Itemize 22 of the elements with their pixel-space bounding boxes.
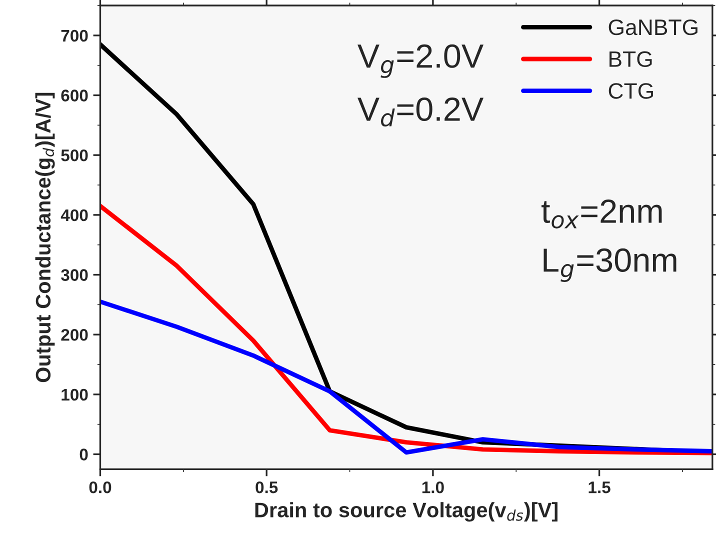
y-tick-label: 400	[60, 209, 88, 222]
y-tick-label: 700	[61, 30, 88, 42]
y-tick-label: 100	[62, 388, 88, 401]
legend-label: CTG	[608, 83, 653, 99]
y-tick-label: 500	[61, 149, 88, 162]
y-axis-title: Output Conductance(g$_{d}$)[A/V]	[35, 92, 55, 382]
x-axis-title: Drain to source Voltage(v$_{ds}$)[V]	[255, 502, 558, 522]
y-tick-label: 200	[61, 328, 88, 341]
x-tick-label: 0.0	[89, 481, 112, 494]
line-series	[100, 299, 712, 455]
legend-label: BTG	[610, 51, 652, 68]
x-tick-label: 1.5	[588, 482, 610, 494]
annotation: V$_{g}$=2.0V	[358, 44, 484, 78]
x-tick-label: 1.0	[422, 481, 444, 494]
annotation: V$_{d}$=0.2V	[358, 97, 484, 127]
annotation: t$_{ox}$=2nm	[542, 199, 662, 229]
y-tick-label: 600	[61, 90, 88, 102]
annotation: L$_{g}$=30nm	[544, 248, 676, 282]
legend-label: GaNBTG	[608, 19, 698, 36]
y-tick-label: 300	[61, 269, 88, 281]
x-tick-label: 0.5	[256, 481, 278, 494]
y-tick-label: 0	[80, 448, 88, 460]
